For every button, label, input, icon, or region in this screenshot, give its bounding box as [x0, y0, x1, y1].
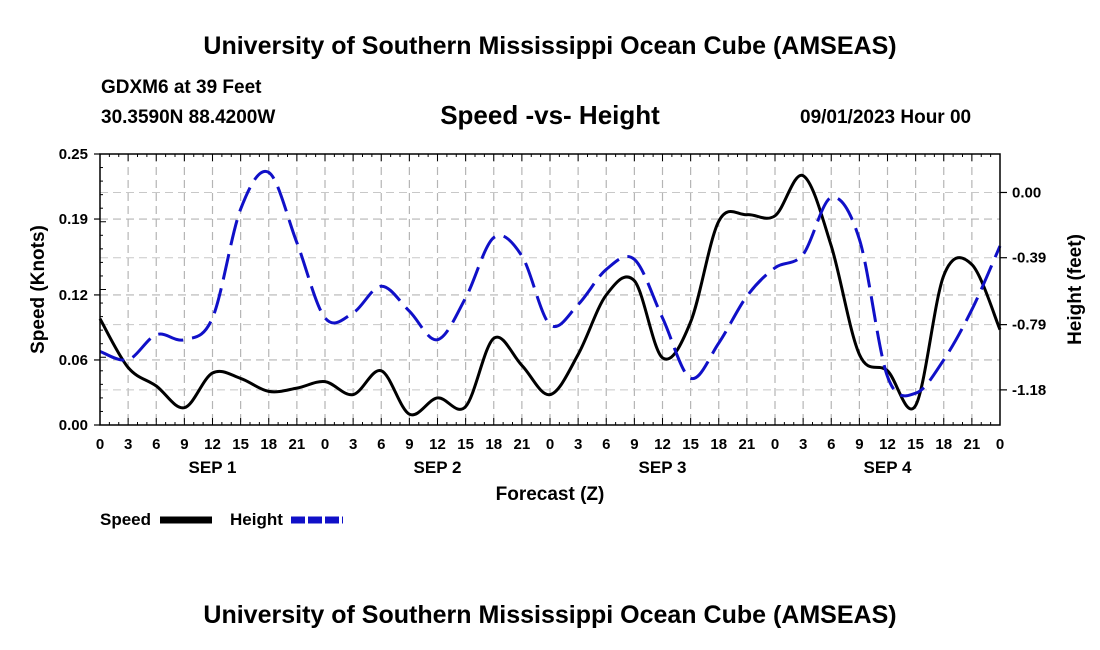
x-day-label: SEP 2: [414, 458, 462, 477]
x-tick-label: 18: [710, 436, 727, 453]
x-tick-label: 21: [289, 436, 306, 453]
y2-tick-label: -0.39: [1012, 250, 1046, 267]
x-tick-label: 3: [124, 436, 132, 453]
grid: [100, 154, 1000, 425]
x-tick-label: 3: [349, 436, 357, 453]
x-tick-label: 15: [907, 436, 924, 453]
y-tick-label: 0.19: [59, 211, 88, 228]
x-tick-label: 0: [96, 436, 104, 453]
x-tick-label: 3: [574, 436, 582, 453]
x-tick-label: 21: [964, 436, 981, 453]
x-tick-label: 3: [799, 436, 807, 453]
y2-tick-label: 0.00: [1012, 184, 1041, 201]
x-tick-label: 18: [260, 436, 277, 453]
x-tick-label: 6: [602, 436, 610, 453]
x-tick-label: 15: [232, 436, 249, 453]
series-line-height: [99, 169, 1002, 398]
x-day-label: SEP 3: [639, 458, 687, 477]
x-tick-label: 6: [152, 436, 160, 453]
y-tick-label: 0.25: [59, 146, 88, 163]
y-axis-title: Speed (Knots): [28, 225, 49, 354]
x-axis-title: Forecast (Z): [496, 484, 605, 505]
station-label: GDXM6 at 39 Feet: [101, 77, 262, 98]
x-tick-label: 0: [771, 436, 779, 453]
x-tick-label: 9: [855, 436, 863, 453]
x-tick-label: 12: [654, 436, 671, 453]
footer-title: University of Southern Mississippi Ocean…: [203, 601, 897, 629]
legend-label-speed: Speed: [100, 510, 151, 529]
x-tick-label: 9: [405, 436, 413, 453]
x-tick-label: 15: [457, 436, 474, 453]
x-tick-label: 6: [827, 436, 835, 453]
x-tick-label: 9: [630, 436, 638, 453]
y-tick-label: 0.06: [59, 352, 88, 369]
x-day-label: SEP 4: [864, 458, 912, 477]
series-layer: [98, 169, 1002, 417]
date-label: 09/01/2023 Hour 00: [800, 107, 972, 128]
x-day-label: SEP 1: [189, 458, 237, 477]
coordinates-label: 30.3590N 88.4200W: [101, 107, 276, 128]
x-tick-label: 12: [879, 436, 896, 453]
chart-title: University of Southern Mississippi Ocean…: [203, 32, 897, 60]
series-line-speed: [98, 174, 1002, 417]
x-tick-label: 18: [935, 436, 952, 453]
x-tick-label: 12: [204, 436, 221, 453]
x-tick-label: 21: [514, 436, 531, 453]
y-tick-label: 0.12: [59, 287, 88, 304]
x-tick-label: 6: [377, 436, 385, 453]
x-tick-label: 15: [682, 436, 699, 453]
x-tick-label: 0: [546, 436, 554, 453]
x-tick-label: 18: [485, 436, 502, 453]
y2-tick-label: -1.18: [1012, 382, 1046, 399]
x-tick-label: 9: [180, 436, 188, 453]
x-tick-label: 0: [996, 436, 1004, 453]
x-tick-label: 0: [321, 436, 329, 453]
x-tick-label: 21: [739, 436, 756, 453]
legend: Speed Height: [100, 510, 343, 529]
chart-subtitle: Speed -vs- Height: [440, 100, 660, 130]
y-tick-label: 0.00: [59, 417, 88, 434]
legend-label-height: Height: [230, 510, 283, 529]
axes: 0 3 6 9 12 15 18 21 0 3 6 9 12 15 18 21 0 3 6 9 12 15 18 21 0 3 6 9…: [28, 146, 1086, 505]
y2-tick-label: -0.79: [1012, 317, 1046, 334]
y2-axis-title: Height (feet): [1065, 234, 1086, 345]
x-tick-label: 12: [429, 436, 446, 453]
